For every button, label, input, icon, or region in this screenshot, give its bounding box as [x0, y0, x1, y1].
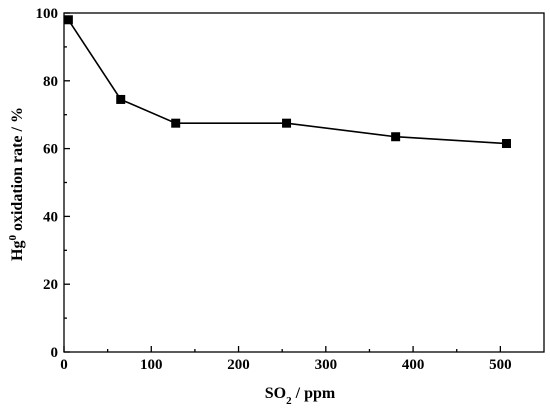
x-tick-label: 0	[60, 357, 68, 373]
y-tick-label: 20	[43, 277, 58, 293]
x-axis-title-rest: / ppm	[292, 385, 336, 402]
y-tick-label: 0	[51, 345, 59, 361]
y-axis-title-main: Hg	[9, 241, 26, 261]
data-point-marker	[116, 94, 126, 104]
x-tick-label: 300	[315, 357, 338, 373]
y-axis-title-superscript: 0	[7, 235, 19, 241]
y-axis-title-rest: oxidation rate / %	[9, 107, 26, 235]
data-point-marker	[171, 118, 181, 128]
data-point-marker	[282, 118, 292, 128]
y-tick-label: 80	[43, 74, 58, 90]
y-tick-label: 60	[43, 142, 58, 158]
x-axis-title-main: SO	[265, 385, 286, 402]
x-axis-title: SO2 / ppm	[265, 385, 336, 407]
x-tick-label: 400	[402, 357, 425, 373]
y-tick-label: 40	[43, 209, 58, 225]
plot-frame	[63, 12, 545, 353]
data-point-marker	[391, 132, 401, 142]
x-tick-label: 500	[489, 357, 512, 373]
ticks-layer: 0 100 200 300 400 500 0 20 40 60 80 100	[36, 6, 512, 373]
x-tick-label: 200	[227, 357, 250, 373]
y-axis-title: Hg0 oxidation rate / %	[7, 107, 26, 261]
x-tick-label: 100	[140, 357, 163, 373]
series-layer	[63, 15, 511, 149]
x-axis-title-subscript: 2	[286, 395, 292, 407]
data-point-marker	[501, 139, 511, 149]
axes-layer	[63, 12, 545, 353]
data-point-marker	[63, 15, 73, 25]
y-tick-label: 100	[36, 6, 59, 22]
series-line	[67, 19, 507, 145]
